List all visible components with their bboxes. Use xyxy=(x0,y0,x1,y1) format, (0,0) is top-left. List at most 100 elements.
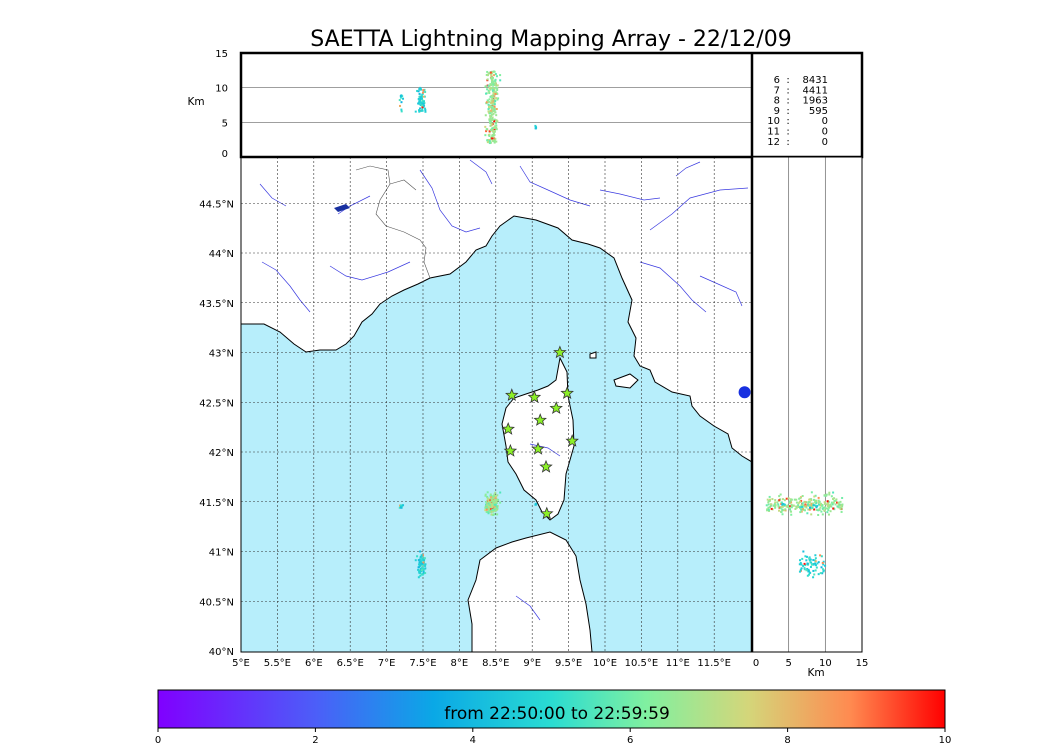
top-panel-points xyxy=(398,70,538,145)
lightning-point-alt-lat xyxy=(781,513,784,516)
lightning-point-alt-lat xyxy=(820,566,823,569)
lightning-point-alt-lat xyxy=(828,491,831,494)
lightning-point-alt-lat xyxy=(790,498,793,501)
lightning-point-lon-alt xyxy=(491,76,494,79)
lightning-point-lon-alt xyxy=(534,124,537,127)
lightning-point-alt-lat xyxy=(827,509,830,512)
lightning-point-alt-lat xyxy=(777,506,780,509)
lightning-point-alt-lat xyxy=(821,568,824,571)
lightning-point-lon-alt xyxy=(488,104,491,107)
lightning-point-alt-lat xyxy=(824,502,827,505)
lightning-point-alt-lat xyxy=(841,496,844,499)
lightning-point xyxy=(419,564,422,567)
lightning-point-alt-lat xyxy=(837,506,840,509)
lightning-point-alt-lat xyxy=(768,506,771,509)
lightning-point xyxy=(485,511,488,514)
lightning-point-lon-alt xyxy=(424,107,427,110)
lightning-point-alt-lat xyxy=(799,562,802,565)
lightning-point-alt-lat xyxy=(814,560,817,563)
lightning-point xyxy=(494,503,497,506)
mainland-coast xyxy=(241,157,752,463)
lightning-point-alt-lat xyxy=(822,560,825,563)
lightning-point-lon-alt xyxy=(489,128,492,131)
river xyxy=(649,187,749,231)
lightning-point xyxy=(419,560,422,563)
lightning-point-alt-lat xyxy=(817,501,820,504)
colorbar-tick-label: 4 xyxy=(470,735,476,746)
station-star-icon xyxy=(533,413,547,426)
lightning-point xyxy=(419,568,422,571)
station-star-icon xyxy=(549,401,563,415)
lightning-point-alt-lat xyxy=(808,498,811,501)
station-star-icon xyxy=(527,390,542,403)
lightning-point-alt-lat xyxy=(797,504,800,507)
right-panel-points xyxy=(765,491,844,579)
lightning-point-alt-lat xyxy=(787,505,790,508)
lightning-point-alt-lat xyxy=(837,503,840,506)
lightning-point-alt-lat xyxy=(814,569,817,572)
lightning-point-lon-alt xyxy=(488,140,491,143)
lightning-point-lon-alt xyxy=(491,119,494,122)
lightning-point-alt-lat xyxy=(821,561,824,564)
lightning-point-alt-lat xyxy=(765,504,768,507)
lightning-point-lon-alt xyxy=(492,89,495,92)
lightning-point-lon-alt xyxy=(489,141,492,144)
lightning-point xyxy=(484,509,487,512)
lightning-point xyxy=(495,506,498,509)
lightning-point-lon-alt xyxy=(492,96,495,99)
lightning-point-lon-alt xyxy=(424,90,427,93)
lightning-point xyxy=(491,503,494,506)
lightning-point-lon-alt xyxy=(421,101,424,104)
lightning-point-alt-lat xyxy=(820,555,823,558)
lightning-point-lon-alt xyxy=(495,119,498,122)
lightning-point-alt-lat xyxy=(810,502,813,505)
lightning-point xyxy=(489,497,492,500)
lightning-point-lon-alt xyxy=(418,92,421,95)
lightning-point xyxy=(487,512,490,515)
lightning-point xyxy=(399,504,402,507)
lightning-point xyxy=(424,563,427,566)
lightning-point-alt-lat xyxy=(800,508,803,511)
lightning-point xyxy=(493,500,496,503)
lightning-point-alt-lat xyxy=(801,507,804,510)
map-x-tick-label: 5.5°E xyxy=(264,658,291,669)
lightning-point xyxy=(495,501,498,504)
lightning-point-lon-alt xyxy=(421,97,424,100)
lightning-point-lon-alt xyxy=(421,108,424,111)
lightning-point xyxy=(420,554,423,557)
lightning-point-alt-lat xyxy=(832,497,835,500)
stats-stations: 10 xyxy=(767,116,780,127)
lightning-point xyxy=(491,502,494,505)
lightning-point-alt-lat xyxy=(813,495,816,498)
lightning-point xyxy=(491,513,494,516)
stats-count: 0 xyxy=(822,116,828,127)
lightning-point-lon-alt xyxy=(488,91,491,94)
lightning-point-lon-alt xyxy=(494,125,497,128)
lightning-point-alt-lat xyxy=(820,502,823,505)
lightning-point-alt-lat xyxy=(804,504,807,507)
lightning-point-lon-alt xyxy=(484,125,487,128)
lightning-point-alt-lat xyxy=(799,559,802,562)
lightning-point-lon-alt xyxy=(486,88,489,91)
lightning-point-alt-lat xyxy=(815,504,818,507)
lightning-point-lon-alt xyxy=(493,101,496,104)
right-panel-xlabel: Km xyxy=(807,667,824,679)
lightning-point-lon-alt xyxy=(488,130,491,133)
river xyxy=(469,159,493,185)
lightning-point-lon-alt xyxy=(495,97,498,100)
lightning-point-alt-lat xyxy=(819,506,822,509)
lightning-point-alt-lat xyxy=(807,501,810,504)
lightning-point-alt-lat xyxy=(820,510,823,513)
lightning-point-alt-lat xyxy=(822,563,825,566)
lightning-point-alt-lat xyxy=(803,501,806,504)
stats-count: 595 xyxy=(809,106,828,117)
lightning-point-lon-alt xyxy=(487,110,490,113)
lightning-point-alt-lat xyxy=(823,509,826,512)
right-panel-frame xyxy=(751,156,863,653)
lightning-point-alt-lat xyxy=(781,498,784,501)
map-y-tick-label: 43.5°N xyxy=(199,299,234,310)
lightning-point-lon-alt xyxy=(488,133,491,136)
lightning-point-alt-lat xyxy=(826,511,829,514)
lightning-point-alt-lat xyxy=(785,497,788,500)
lightning-point-alt-lat xyxy=(781,508,784,511)
